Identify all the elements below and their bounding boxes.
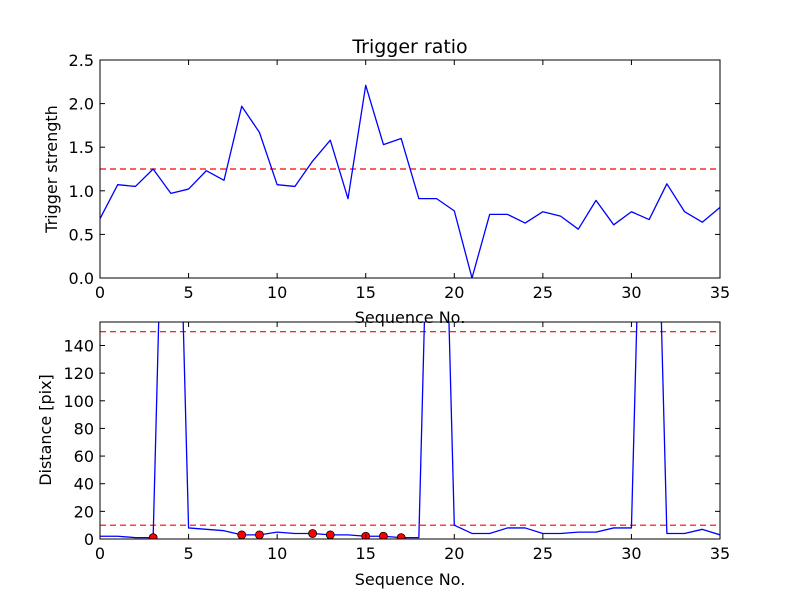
x-tick-label: 25 — [533, 283, 553, 302]
top-plot-frame — [99, 59, 721, 279]
bottom-y-axis-label: Distance [pix] — [36, 374, 55, 486]
x-tick-label: 15 — [356, 283, 376, 302]
bottom-plot-frame — [99, 321, 721, 540]
y-tick-label: 100 — [63, 392, 94, 411]
distance-panel: 0 5 10 15 20 25 30 35 0 20 40 60 80 100 120 140 Sequenc… — [36, 321, 730, 589]
y-tick-label: 60 — [74, 447, 94, 466]
y-tick-label: 0 — [84, 530, 94, 549]
data-point-3 — [308, 529, 317, 538]
x-tick-label: 5 — [183, 544, 193, 563]
x-tick-label: 15 — [356, 544, 376, 563]
y-tick-label: 20 — [74, 502, 94, 521]
x-tick-label: 5 — [183, 283, 193, 302]
top-plot-contents: 0 5 10 15 20 25 30 35 0.0 0.5 1.0 1.5 2.0 2.5 — [69, 51, 731, 302]
x-tick-label: 10 — [267, 283, 287, 302]
x-tick-label: 35 — [710, 283, 730, 302]
y-tick-label: 140 — [63, 336, 94, 355]
data-point-1 — [237, 530, 247, 539]
trigger-ratio-panel: Trigger ratio 0 5 10 15 20 25 30 35 0.0 0.5 1.0 1.5… — [42, 36, 730, 327]
y-tick-label: 80 — [74, 419, 94, 438]
series-line-0 — [100, 322, 720, 539]
x-tick-label: 30 — [621, 544, 641, 563]
x-tick-label: 10 — [267, 544, 287, 563]
x-tick-label: 20 — [444, 544, 464, 563]
y-tick-label: 0.0 — [69, 269, 94, 288]
x-tick-label: 25 — [533, 544, 553, 563]
x-tick-label: 0 — [95, 544, 105, 563]
data-point-7 — [396, 533, 406, 539]
data-point-0 — [148, 533, 158, 539]
data-point-4 — [325, 530, 335, 539]
y-tick-label: 2.0 — [69, 95, 94, 114]
data-point-6 — [379, 531, 388, 539]
y-tick-label: 1.0 — [69, 182, 94, 201]
y-tick-label: 120 — [63, 364, 94, 383]
y-tick-label: 1.5 — [69, 138, 94, 157]
bottom-plot-contents: 0 5 10 15 20 25 30 35 0 20 40 60 80 100 120 140 — [63, 322, 730, 563]
x-tick-label: 20 — [444, 283, 464, 302]
y-tick-label: 0.5 — [69, 225, 94, 244]
x-tick-label: 30 — [621, 283, 641, 302]
x-tick-label: 0 — [95, 283, 105, 302]
chart-title: Trigger ratio — [351, 36, 467, 58]
data-point-2 — [255, 530, 264, 539]
top-y-axis-label: Trigger strength — [42, 105, 61, 234]
y-tick-label: 40 — [74, 475, 94, 494]
series-line-0 — [100, 84, 720, 278]
bottom-x-axis-label: Sequence No. — [355, 570, 466, 589]
x-tick-label: 35 — [710, 544, 730, 563]
y-tick-label: 2.5 — [69, 51, 94, 70]
